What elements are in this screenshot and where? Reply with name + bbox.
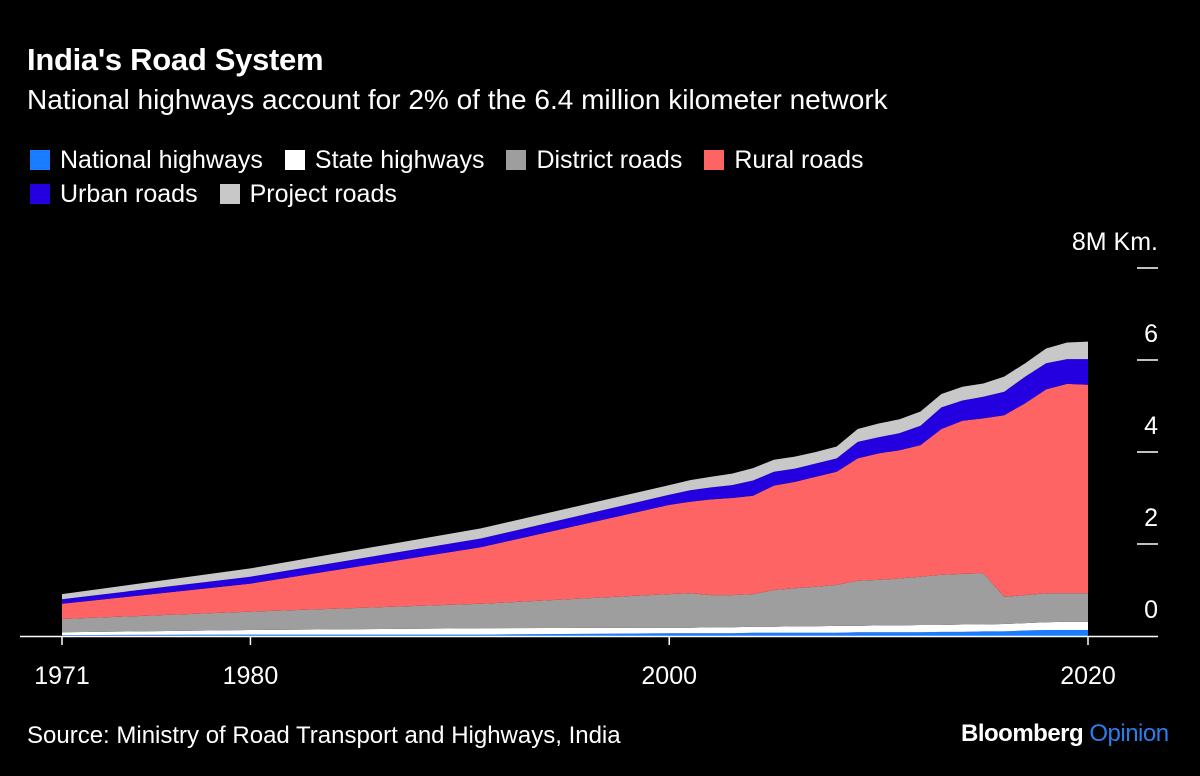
area-state-highways	[62, 621, 1088, 636]
legend-item-rural-roads: Rural roads	[704, 145, 864, 175]
legend-label: Urban roads	[60, 179, 198, 208]
area-rural-roads	[62, 383, 1088, 619]
legend-swatch	[284, 150, 305, 170]
y-tick-label: 6	[1144, 320, 1158, 348]
legend: National highways State highways Distric…	[30, 143, 1030, 211]
y-tick-label: 8M Km.	[1072, 228, 1158, 256]
legend-item-district-roads: District roads	[506, 146, 682, 175]
legend-item-urban-roads: Urban roads	[30, 180, 198, 209]
legend-label: Rural roads	[734, 145, 864, 174]
legend-swatch	[704, 150, 725, 170]
area-national-highways	[62, 630, 1088, 636]
bloomberg-opinion-logo: Bloomberg Opinion	[961, 720, 1169, 748]
legend-swatch	[219, 184, 240, 204]
legend-label: District roads	[536, 145, 683, 174]
y-tick-label: 4	[1144, 412, 1158, 440]
legend-item-national-highways: National highways	[30, 146, 263, 175]
y-tick-label: 0	[1144, 596, 1158, 624]
logo-brand: Bloomberg	[961, 720, 1084, 747]
logo-product: Opinion	[1089, 720, 1169, 747]
legend-label: State highways	[314, 145, 485, 174]
legend-item-state-highways: State highways	[284, 145, 485, 175]
legend-label: National highways	[60, 145, 263, 174]
chart-subtitle: National highways account for 2% of the …	[27, 84, 888, 115]
legend-swatch	[30, 150, 50, 170]
x-tick-label: 1980	[223, 662, 279, 690]
legend-item-project-roads: Project roads	[219, 179, 397, 209]
x-tick-label: 1971	[34, 662, 90, 690]
x-tick-label: 2000	[641, 662, 697, 690]
legend-swatch	[30, 184, 50, 204]
y-tick-label: 2	[1144, 504, 1158, 532]
area-district-roads	[62, 573, 1088, 633]
legend-label: Project roads	[249, 179, 397, 208]
chart-title: India's Road System	[27, 42, 324, 77]
x-tick-label: 2020	[1060, 662, 1116, 690]
legend-swatch	[506, 150, 527, 170]
source-note: Source: Ministry of Road Transport and H…	[27, 722, 621, 749]
